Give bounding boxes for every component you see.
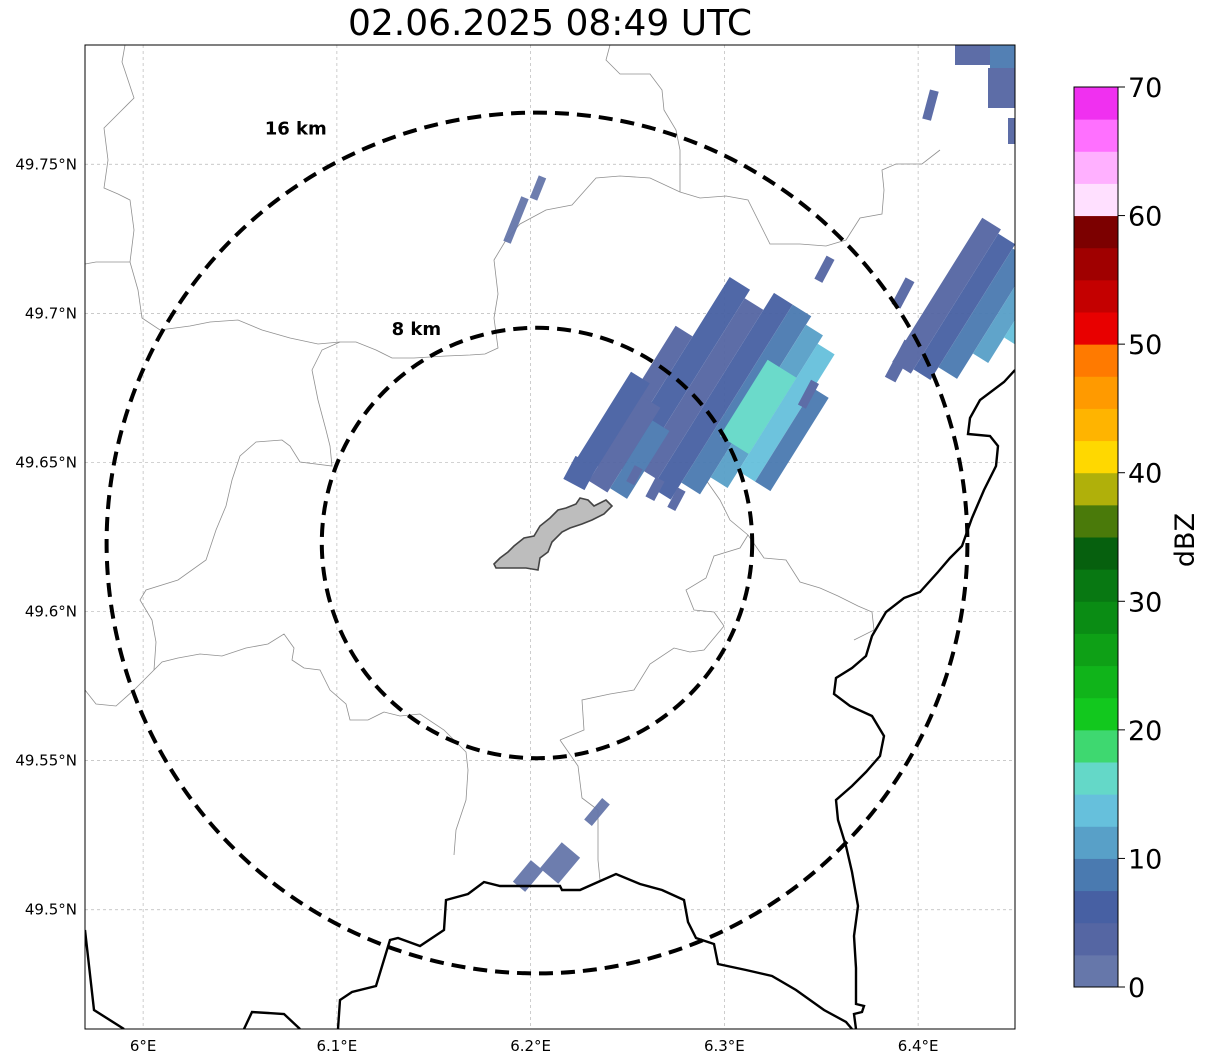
echo-cell [584,798,610,826]
range-ring-label: 8 km [392,319,442,340]
colorbar-segment [1074,601,1118,634]
x-tick-label: 6.4°E [898,1037,939,1055]
echo-cell [972,260,1015,363]
colorbar-segment [1074,954,1118,988]
echo-cell [503,196,529,244]
colorbar-tick-label: 0 [1128,973,1145,1004]
colorbar-segment [1074,569,1118,602]
colorbar-segment [1074,504,1118,538]
colorbar-frame [1073,86,1119,988]
echo-cell [755,388,829,492]
colorbar-tick-label: 40 [1128,459,1162,490]
colorbar-segment [1074,729,1118,763]
echo-cell [938,248,1015,379]
range-ring-8km [319,325,755,761]
x-axis-ticks: 6°E 6.1°E 6.2°E 6.3°E 6.4°E [130,1037,939,1055]
colorbar-tick-label: 60 [1128,202,1162,233]
colorbar-segment [1074,344,1118,377]
echo-cell [738,343,835,482]
colorbar-label: dBZ [1170,513,1201,567]
echo-cell [563,455,597,491]
colorbar-segment [1074,151,1118,184]
echo-cell [529,175,547,201]
echo-cell [797,379,819,409]
colorbar-segment [1074,440,1118,474]
colorbar-segment [1074,312,1118,345]
colorbar-segment [1074,794,1118,827]
colorbar-segment [1074,376,1118,409]
echo-cell [913,233,1015,380]
map-frame [84,44,1016,1030]
colorbar-segment [1074,633,1118,667]
colorbar-segment [1074,279,1118,313]
echo-cell [892,217,1001,374]
echo-cell [652,292,793,500]
colorbar-segment [1074,826,1118,859]
y-tick-label: 49.65°N [15,453,77,471]
echo-cell [512,860,544,892]
echo-cell [626,465,643,486]
colorbar [1073,86,1119,988]
x-tick-label: 6°E [130,1037,157,1055]
colorbar-tick-label: 20 [1128,716,1162,747]
echo-cell [814,255,835,283]
colorbar-tick-label: 10 [1128,844,1162,875]
echo-cell [922,89,939,121]
colorbar-tick-label: 30 [1128,587,1162,618]
echo-cell [988,68,1015,108]
colorbar-segment [1074,858,1118,892]
y-tick-label: 49.55°N [15,752,77,770]
y-axis-ticks: 49.75°N 49.7°N 49.65°N 49.6°N 49.55°N 49.5°N [15,155,77,918]
colorbar-tick-label: 50 [1128,330,1162,361]
y-tick-label: 49.6°N [25,603,77,621]
radar-echo-cells [503,45,1015,892]
colorbar-segment [1074,215,1118,249]
colorbar-segment [1074,87,1118,120]
y-tick-label: 49.75°N [15,155,77,173]
colorbar-segment [1074,762,1118,795]
colorbar-segment [1074,183,1118,217]
map-title: 02.06.2025 08:49 UTC [347,3,753,44]
colorbar-segment [1074,665,1118,699]
echo-cell [891,277,915,309]
map-grid [85,45,1015,1029]
range-ring-label: 16 km [265,119,327,140]
x-tick-label: 6.1°E [316,1037,357,1055]
colorbar-segment [1074,247,1118,281]
echo-cell [667,487,686,512]
echo-cell [610,420,670,499]
echo-cell [539,842,581,884]
colorbar-segment [1074,922,1118,956]
colorbar-segment [1074,537,1118,570]
country-border [832,369,1015,1029]
colorbar-segment [1074,408,1118,442]
y-tick-label: 49.5°N [25,901,77,919]
municipal-boundaries [85,45,941,881]
colorbar-ticks: 0 10 20 30 40 50 60 70 [1118,73,1162,1004]
y-tick-label: 49.7°N [25,304,77,322]
x-tick-label: 6.3°E [704,1037,745,1055]
echo-cell [588,396,661,493]
echo-cell [719,359,797,455]
country-border-south [85,872,853,1029]
colorbar-tick-label: 70 [1128,73,1162,104]
colorbar-segment [1074,697,1118,731]
colorbar-segment [1074,472,1118,506]
range-rings: 8 km 16 km [104,110,970,976]
colorbar-segment [1074,890,1118,924]
echo-cell [567,371,650,486]
city-area-polygon [493,497,614,571]
echo-cell [1008,118,1015,144]
echo-cell [645,476,665,502]
x-tick-label: 6.2°E [510,1037,551,1055]
echo-cell [884,339,916,383]
range-ring-16km [104,110,970,976]
colorbar-segment [1074,119,1118,152]
echo-cell [638,298,764,480]
